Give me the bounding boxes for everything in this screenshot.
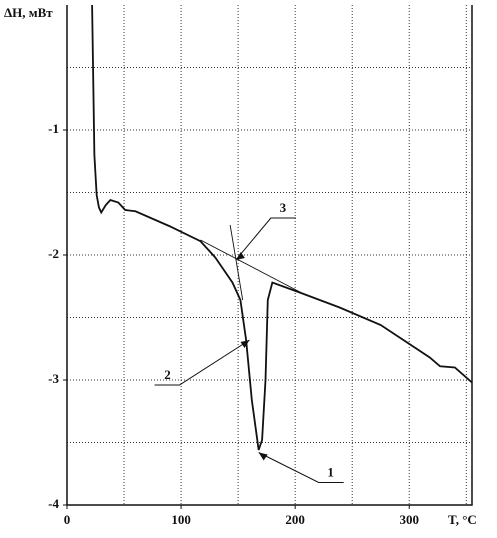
- leader-line: [258, 452, 344, 483]
- x-axis-label: T, °C: [448, 512, 477, 527]
- x-tick-label: 0: [64, 512, 71, 527]
- annotation: 2: [164, 367, 171, 382]
- data-line: [91, 4, 473, 451]
- y-tick-label: -1: [48, 121, 59, 136]
- arrow-head: [235, 252, 245, 260]
- y-tick-label: -4: [48, 496, 59, 511]
- y-tick-label: -2: [48, 246, 59, 261]
- leader-line: [235, 217, 296, 261]
- y-tick-label: -3: [48, 371, 59, 386]
- x-tick-label: 200: [285, 512, 305, 527]
- arrow-head: [240, 340, 250, 348]
- x-tick-label: 300: [400, 512, 420, 527]
- guide-line: [229, 224, 244, 301]
- leader-line: [154, 339, 250, 386]
- guide-line: [200, 239, 302, 293]
- y-axis-label: ΔH, мВт: [4, 5, 53, 20]
- arrow-head: [258, 452, 268, 461]
- x-tick-label: 100: [171, 512, 191, 527]
- annotation: 3: [280, 200, 287, 215]
- annotation: 1: [327, 464, 334, 479]
